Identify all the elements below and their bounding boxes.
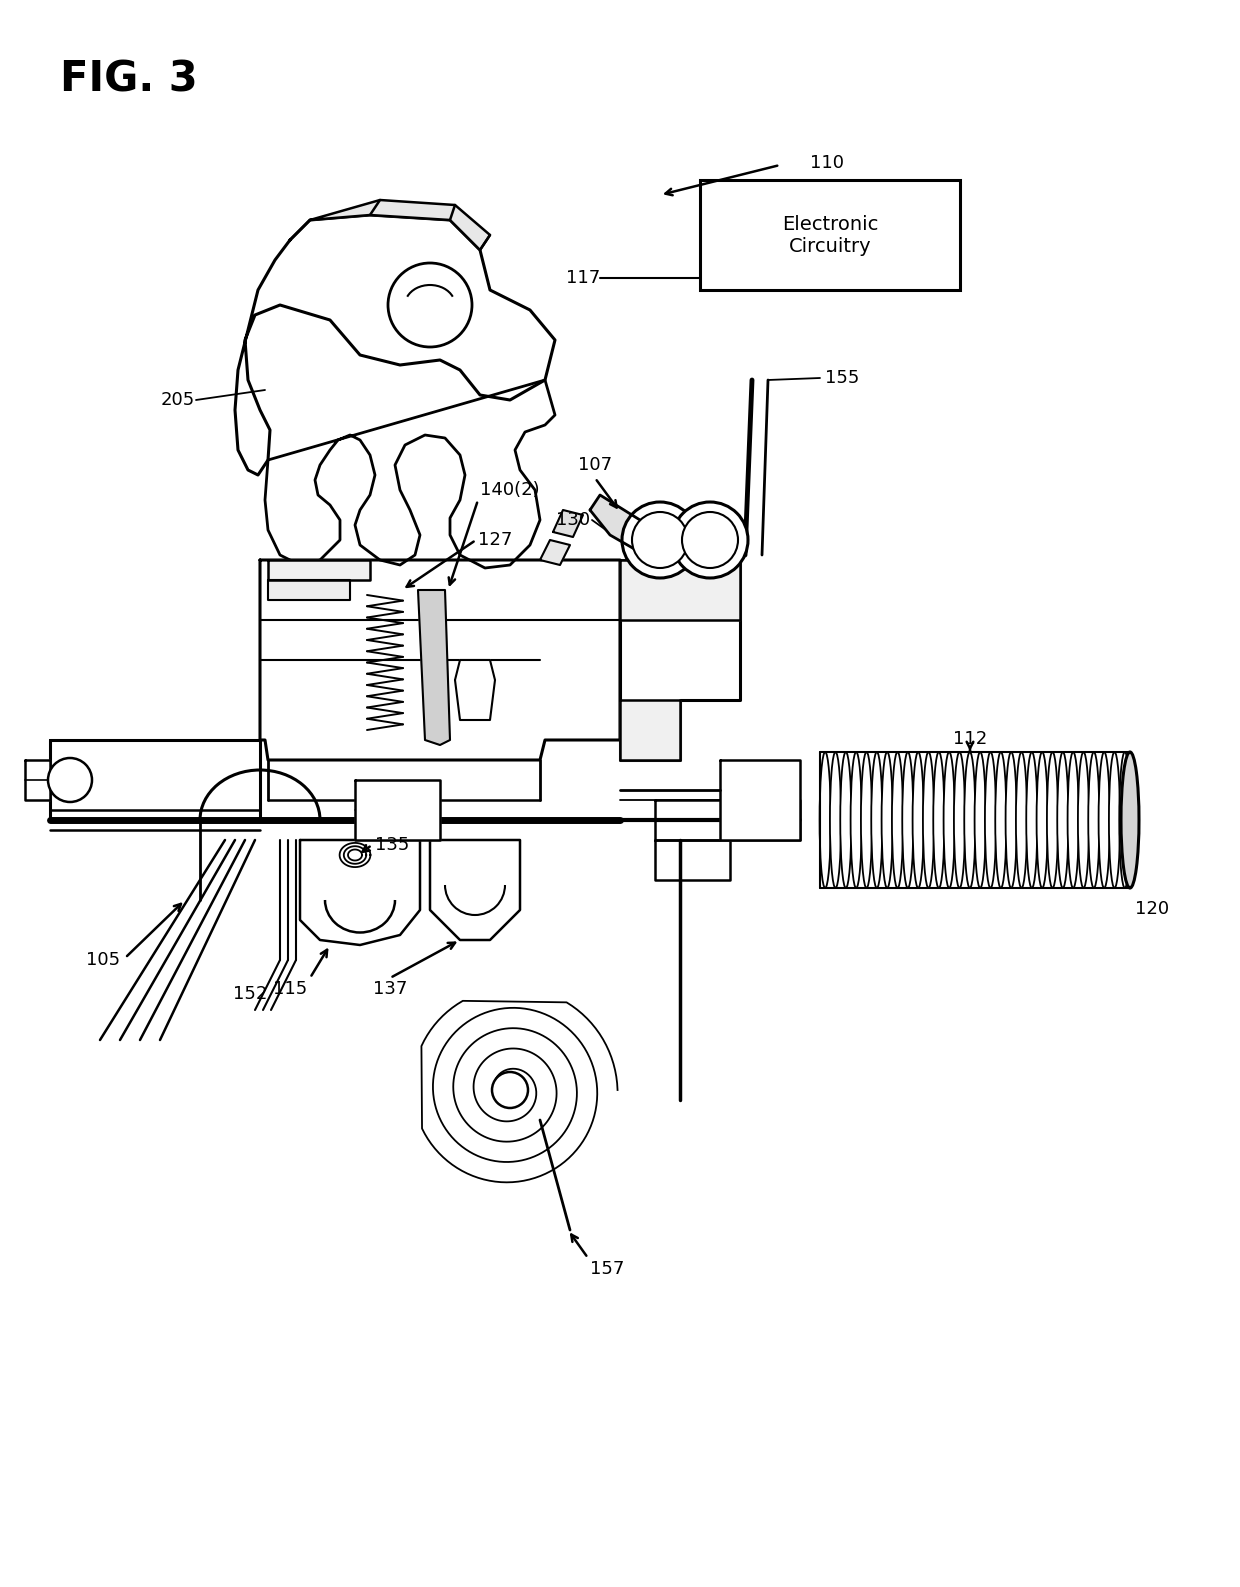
Polygon shape [268, 579, 350, 600]
Polygon shape [430, 840, 520, 940]
Polygon shape [620, 700, 680, 760]
Text: 127: 127 [477, 532, 512, 549]
Ellipse shape [882, 752, 893, 889]
Ellipse shape [913, 752, 924, 889]
Polygon shape [620, 560, 740, 760]
Ellipse shape [1027, 752, 1038, 889]
Text: 130: 130 [556, 511, 590, 528]
Polygon shape [655, 840, 730, 881]
Polygon shape [265, 379, 556, 568]
Ellipse shape [934, 752, 945, 889]
Ellipse shape [923, 752, 934, 889]
Polygon shape [418, 590, 450, 744]
Ellipse shape [1058, 752, 1069, 889]
Text: 205: 205 [161, 390, 195, 409]
Text: 152: 152 [233, 986, 267, 1003]
Text: 115: 115 [273, 981, 308, 998]
Ellipse shape [892, 752, 903, 889]
Ellipse shape [851, 752, 862, 889]
Ellipse shape [1037, 752, 1048, 889]
Ellipse shape [1109, 752, 1120, 889]
Text: Electronic
Circuitry: Electronic Circuitry [781, 214, 878, 256]
Text: 117: 117 [565, 270, 600, 287]
Ellipse shape [1006, 752, 1017, 889]
Circle shape [672, 501, 748, 578]
Polygon shape [25, 760, 50, 800]
Circle shape [388, 263, 472, 348]
Polygon shape [300, 840, 420, 944]
Polygon shape [355, 779, 440, 840]
Text: 120: 120 [1135, 900, 1169, 917]
Text: FIG. 3: FIG. 3 [60, 59, 197, 100]
Ellipse shape [985, 752, 996, 889]
Polygon shape [590, 495, 660, 559]
Text: 140(2): 140(2) [480, 481, 539, 498]
Text: 155: 155 [825, 370, 859, 387]
Polygon shape [455, 660, 495, 720]
Ellipse shape [1047, 752, 1058, 889]
Circle shape [632, 513, 688, 568]
Polygon shape [720, 760, 800, 840]
Ellipse shape [975, 752, 986, 889]
Text: 105: 105 [86, 951, 120, 970]
Polygon shape [268, 560, 370, 579]
Circle shape [622, 501, 698, 578]
Ellipse shape [1089, 752, 1100, 889]
Text: 135: 135 [374, 836, 409, 854]
Polygon shape [310, 200, 490, 251]
Text: 107: 107 [578, 455, 613, 475]
Bar [701, 179, 960, 290]
Text: 137: 137 [373, 981, 407, 998]
Ellipse shape [996, 752, 1007, 889]
Polygon shape [553, 509, 583, 536]
Ellipse shape [1078, 752, 1089, 889]
Polygon shape [539, 540, 570, 565]
Polygon shape [620, 560, 740, 621]
Ellipse shape [1121, 752, 1140, 889]
Ellipse shape [944, 752, 955, 889]
Text: 112: 112 [952, 730, 987, 747]
Text: 110: 110 [810, 154, 844, 171]
Polygon shape [236, 214, 556, 475]
Circle shape [492, 1071, 528, 1108]
Ellipse shape [965, 752, 976, 889]
Ellipse shape [861, 752, 872, 889]
Polygon shape [260, 560, 620, 760]
Ellipse shape [1120, 752, 1131, 889]
Ellipse shape [1016, 752, 1027, 889]
Ellipse shape [830, 752, 841, 889]
Ellipse shape [954, 752, 965, 889]
Ellipse shape [872, 752, 883, 889]
Polygon shape [50, 740, 260, 820]
Polygon shape [655, 800, 800, 840]
Circle shape [682, 513, 738, 568]
Ellipse shape [903, 752, 914, 889]
Ellipse shape [841, 752, 852, 889]
Text: 157: 157 [590, 1260, 625, 1278]
Ellipse shape [1099, 752, 1110, 889]
Ellipse shape [820, 752, 831, 889]
Ellipse shape [1068, 752, 1079, 889]
Circle shape [48, 759, 92, 801]
